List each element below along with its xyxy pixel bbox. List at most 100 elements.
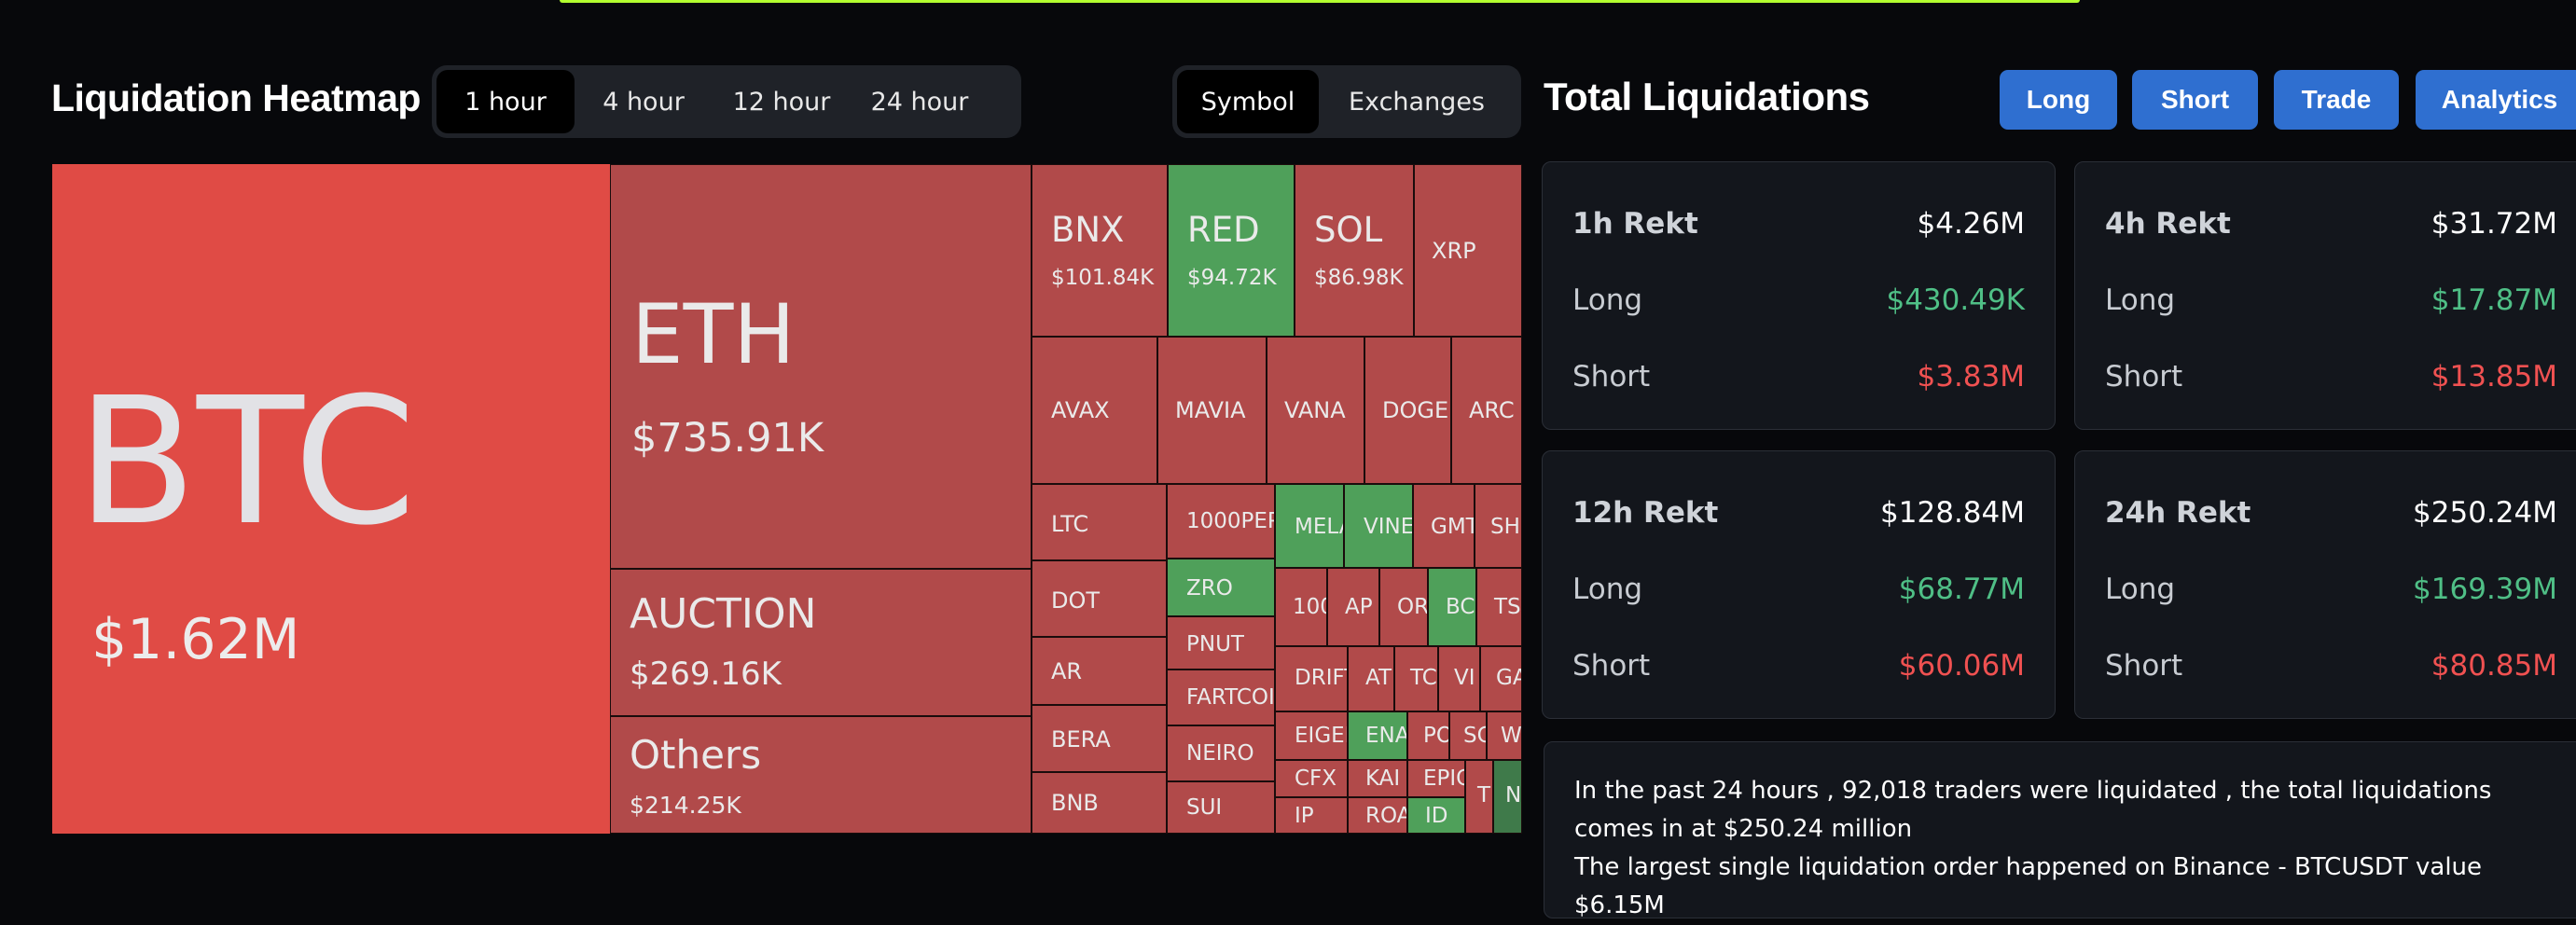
heatmap-title: Liquidation Heatmap — [51, 76, 421, 119]
tile-symbol: ROA — [1365, 804, 1407, 828]
tile-sui[interactable]: SUI — [1167, 781, 1275, 834]
tile-arc[interactable]: ARC — [1451, 337, 1522, 484]
tile-symbol: GMT — [1431, 515, 1475, 539]
tile-ltc[interactable]: LTC — [1032, 484, 1167, 560]
short-button[interactable]: Short — [2132, 70, 2258, 130]
tile-value: $86.98K — [1314, 266, 1404, 290]
tile-epic[interactable]: EPIC — [1407, 760, 1465, 797]
tile-avax[interactable]: AVAX — [1032, 337, 1157, 484]
card-header-row: 12h Rekt $128.84M — [1572, 496, 2025, 530]
tile-bnb[interactable]: BNB — [1032, 772, 1167, 834]
tile-vine[interactable]: VINE — [1344, 484, 1413, 568]
tile-zro[interactable]: ZRO — [1167, 559, 1275, 616]
tile-eth[interactable]: ETH $735.91K — [610, 164, 1032, 569]
card-long-row: Long $17.87M — [2105, 283, 2557, 317]
tile-neiro[interactable]: NEIRO — [1167, 725, 1275, 781]
group-option-exchanges[interactable]: Exchanges — [1349, 87, 1485, 117]
tile-w[interactable]: W — [1487, 711, 1522, 760]
tile-at[interactable]: AT — [1348, 646, 1394, 711]
tile-gmt[interactable]: GMT — [1413, 484, 1475, 568]
tile-symbol: SOL — [1314, 210, 1383, 250]
tile-symbol: DRIFT — [1295, 666, 1347, 690]
tile-mela[interactable]: MELA — [1275, 484, 1344, 568]
long-value: $430.49K — [1886, 283, 2025, 317]
tile-auction[interactable]: AUCTION $269.16K — [610, 569, 1032, 716]
tile-po[interactable]: PO — [1407, 711, 1449, 760]
tile-symbol: ZRO — [1186, 576, 1233, 601]
tile-drift[interactable]: DRIFT — [1275, 646, 1348, 711]
tile-sc[interactable]: SC — [1449, 711, 1487, 760]
tile-eigen[interactable]: EIGEN — [1275, 711, 1348, 760]
tile-100[interactable]: 100 — [1275, 568, 1327, 646]
long-button[interactable]: Long — [2000, 70, 2117, 130]
tile-ap[interactable]: AP — [1327, 568, 1379, 646]
tile-mavia[interactable]: MAVIA — [1157, 337, 1267, 484]
tile-symbol: BERA — [1051, 726, 1111, 752]
tile-symbol: AR — [1051, 658, 1083, 684]
tile-tc[interactable]: TC — [1394, 646, 1438, 711]
card-long-row: Long $430.49K — [1572, 283, 2025, 317]
time-option-4h[interactable]: 4 hour — [602, 87, 685, 117]
tile-pnut[interactable]: PNUT — [1167, 616, 1275, 670]
tile-symbol: ARC — [1469, 397, 1515, 423]
group-by-selector: Symbol Exchanges — [1172, 65, 1521, 138]
rekt-card-4h: 4h Rekt $31.72M Long $17.87M Short $13.8… — [2074, 161, 2576, 430]
tile-symbol: PNUT — [1186, 632, 1244, 656]
tile-ip[interactable]: IP — [1275, 797, 1348, 834]
short-value: $60.06M — [1898, 649, 2025, 683]
tile-xrp[interactable]: XRP — [1414, 164, 1522, 337]
tile-cfx[interactable]: CFX — [1275, 760, 1348, 797]
tile-bera[interactable]: BERA — [1032, 705, 1167, 772]
long-value: $17.87M — [2431, 283, 2557, 317]
trade-button[interactable]: Trade — [2274, 70, 2399, 130]
long-label: Long — [2105, 283, 2176, 317]
tile-t[interactable]: T — [1465, 760, 1493, 834]
tile-n[interactable]: N — [1493, 760, 1522, 834]
time-option-1h[interactable]: 1 hour — [436, 70, 575, 133]
tile-symbol: 100 — [1293, 595, 1326, 619]
tile-symbol: EPIC — [1423, 766, 1464, 791]
tile-red[interactable]: RED $94.72K — [1168, 164, 1295, 337]
tile-dot[interactable]: DOT — [1032, 560, 1167, 637]
tile-or[interactable]: OR — [1379, 568, 1428, 646]
tile-symbol: BNB — [1051, 790, 1099, 816]
group-option-symbol[interactable]: Symbol — [1177, 70, 1319, 133]
tile-symbol: GA — [1496, 666, 1521, 690]
tile-symbol: VI — [1454, 666, 1475, 690]
tile-1000pepe[interactable]: 1000PEPE — [1167, 484, 1275, 559]
tile-bc[interactable]: BC — [1428, 568, 1476, 646]
card-total-value: $128.84M — [1880, 496, 2025, 530]
tile-symbol: DOGE — [1382, 397, 1449, 423]
tile-value: $94.72K — [1187, 266, 1277, 290]
long-label: Long — [1572, 573, 1643, 606]
tile-symbol: MELA — [1295, 515, 1343, 539]
tile-vi[interactable]: VI — [1438, 646, 1480, 711]
tile-kai[interactable]: KAI — [1348, 760, 1407, 797]
tile-value: $214.25K — [630, 792, 741, 819]
tile-symbol: CFX — [1295, 766, 1337, 791]
tile-ar[interactable]: AR — [1032, 637, 1167, 705]
tile-symbol: ETH — [631, 286, 796, 382]
tile-sol[interactable]: SOL $86.98K — [1295, 164, 1414, 337]
tile-bnx[interactable]: BNX $101.84K — [1032, 164, 1168, 337]
tile-symbol: XRP — [1432, 238, 1476, 264]
time-option-12h[interactable]: 12 hour — [732, 87, 831, 117]
tile-ga[interactable]: GA — [1480, 646, 1522, 711]
analytics-button[interactable]: Analytics — [2416, 70, 2576, 130]
tile-vana[interactable]: VANA — [1267, 337, 1364, 484]
tile-others[interactable]: Others $214.25K — [610, 716, 1032, 834]
tile-doge[interactable]: DOGE — [1364, 337, 1451, 484]
time-option-24h[interactable]: 24 hour — [870, 87, 969, 117]
tile-ena[interactable]: ENA — [1348, 711, 1407, 760]
short-label: Short — [1572, 649, 1651, 683]
long-label: Long — [1572, 283, 1643, 317]
tile-btc[interactable]: BTC $1.62M — [52, 164, 610, 834]
tile-sh[interactable]: SH — [1475, 484, 1522, 568]
tile-ts[interactable]: TS — [1476, 568, 1522, 646]
tile-symbol: AP — [1345, 595, 1373, 619]
total-liquidations-title: Total Liquidations — [1544, 75, 1870, 118]
tile-id[interactable]: ID — [1407, 797, 1465, 834]
tile-roa[interactable]: ROA — [1348, 797, 1407, 834]
tile-symbol: DOT — [1051, 587, 1101, 614]
